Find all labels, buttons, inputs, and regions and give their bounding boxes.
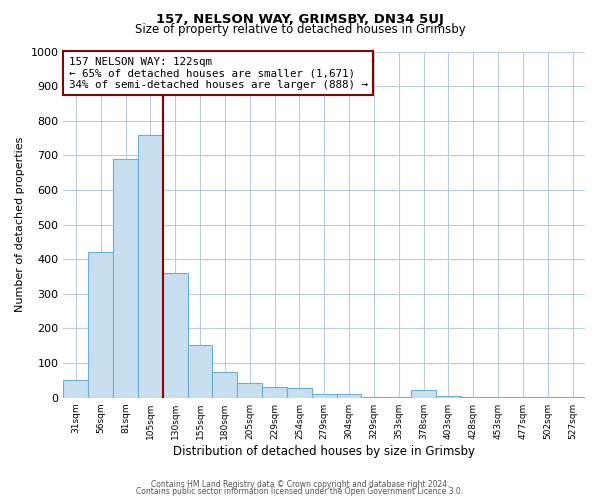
- Bar: [361, 397, 386, 398]
- Y-axis label: Number of detached properties: Number of detached properties: [15, 137, 25, 312]
- Bar: [64, 380, 88, 398]
- Bar: [262, 386, 287, 398]
- Bar: [113, 159, 138, 398]
- Bar: [485, 397, 511, 398]
- Text: Size of property relative to detached houses in Grimsby: Size of property relative to detached ho…: [134, 22, 466, 36]
- Bar: [560, 397, 585, 398]
- Bar: [312, 394, 337, 398]
- Bar: [436, 396, 461, 398]
- X-axis label: Distribution of detached houses by size in Grimsby: Distribution of detached houses by size …: [173, 444, 475, 458]
- Bar: [138, 134, 163, 398]
- Text: Contains HM Land Registry data © Crown copyright and database right 2024.: Contains HM Land Registry data © Crown c…: [151, 480, 449, 489]
- Bar: [287, 388, 312, 398]
- Text: 157 NELSON WAY: 122sqm
← 65% of detached houses are smaller (1,671)
34% of semi-: 157 NELSON WAY: 122sqm ← 65% of detached…: [68, 56, 368, 90]
- Text: 157, NELSON WAY, GRIMSBY, DN34 5UJ: 157, NELSON WAY, GRIMSBY, DN34 5UJ: [156, 12, 444, 26]
- Bar: [237, 383, 262, 398]
- Bar: [511, 397, 535, 398]
- Bar: [461, 397, 485, 398]
- Bar: [535, 397, 560, 398]
- Bar: [163, 273, 188, 398]
- Bar: [386, 397, 411, 398]
- Bar: [337, 394, 361, 398]
- Bar: [212, 372, 237, 398]
- Bar: [411, 390, 436, 398]
- Bar: [88, 252, 113, 398]
- Text: Contains public sector information licensed under the Open Government Licence 3.: Contains public sector information licen…: [136, 487, 464, 496]
- Bar: [188, 345, 212, 398]
